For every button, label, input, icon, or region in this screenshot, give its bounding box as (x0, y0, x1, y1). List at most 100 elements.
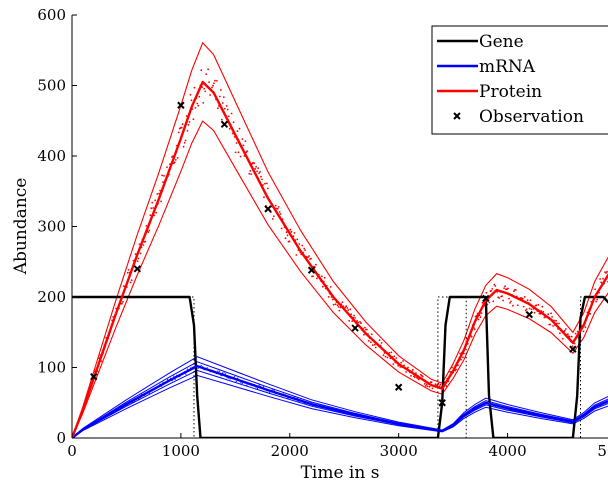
protein-sample-point (512, 304, 514, 307)
protein-sample-point (163, 175, 165, 177)
protein-sample-point (573, 342, 576, 345)
mrna-sample-point (223, 372, 225, 374)
mrna-sample-point (234, 376, 236, 378)
protein-sample-point (332, 303, 335, 306)
protein-sample-point (412, 368, 414, 371)
protein-sample-point (551, 316, 553, 318)
protein-sample-point (277, 206, 280, 208)
protein-sample-point (356, 320, 358, 322)
protein-sample-point (537, 303, 540, 306)
protein-sample-point (320, 275, 323, 277)
protein-sample-point (337, 306, 340, 308)
mrna-sample-point (229, 378, 231, 380)
protein-sample-point (226, 108, 229, 111)
protein-sample-point (349, 308, 352, 311)
protein-sample-point (491, 288, 494, 290)
protein-sample-point (507, 287, 509, 290)
protein-sample-point (605, 272, 607, 274)
protein-sample-point (529, 299, 532, 302)
protein-sample-point (150, 207, 153, 210)
protein-sample-point (501, 295, 503, 297)
protein-sample-point (260, 175, 262, 178)
protein-sample-point (460, 358, 462, 361)
protein-sample-point (126, 271, 129, 274)
mrna-sample-point (240, 382, 242, 384)
y-tick-label: 500 (37, 77, 66, 95)
protein-sample-point (228, 127, 231, 130)
protein-sample-point (237, 151, 240, 154)
protein-sample-point (149, 214, 152, 217)
mrna-sample-point (174, 378, 176, 380)
mrna-sample-point (272, 389, 274, 391)
y-axis-label: Abundance (11, 178, 31, 276)
protein-sample-point (223, 107, 226, 110)
protein-sample-point (366, 328, 368, 331)
protein-sample-point (493, 283, 496, 286)
protein-sample-point (606, 270, 608, 273)
protein-sample-point (521, 297, 524, 300)
protein-sample-point (148, 229, 151, 232)
protein-sample-point (596, 298, 599, 301)
protein-sample-point (288, 240, 291, 243)
protein-sample-point (480, 312, 483, 315)
observation-marker (569, 345, 577, 353)
protein-sample-point (541, 305, 544, 308)
protein-sample-point (285, 231, 288, 234)
protein-sample-point (425, 383, 428, 386)
protein-sample-point (221, 102, 224, 104)
mrna-sample-point (185, 373, 187, 375)
protein-sample-point (327, 296, 330, 298)
protein-sample-point (196, 102, 199, 105)
protein-sample-point (308, 255, 310, 257)
protein-sample-point (315, 263, 317, 266)
protein-sample-point (392, 363, 395, 365)
protein-sample-point (395, 357, 398, 359)
protein-sample-point (477, 318, 480, 321)
protein-sample-point (479, 316, 482, 318)
protein-sample-point (384, 355, 387, 358)
protein-sample-point (220, 118, 223, 121)
protein-sample-point (417, 378, 420, 381)
protein-sample-point (516, 304, 519, 307)
protein-sample-point (211, 86, 213, 89)
protein-sample-point (255, 165, 257, 168)
legend-marker (453, 112, 461, 120)
y-tick-label: 0 (56, 429, 66, 447)
protein-sample-point (242, 144, 245, 147)
protein-sample-point (363, 333, 365, 336)
protein-sample-point (351, 320, 354, 322)
protein-sample-point (594, 288, 597, 291)
protein-sample-point (186, 130, 189, 132)
protein-sample-point (162, 181, 164, 184)
protein-sample-point (189, 93, 192, 96)
protein-sample-point (407, 366, 409, 369)
protein-sample-point (386, 356, 389, 359)
protein-sample-point (296, 238, 299, 241)
protein-sample-point (239, 155, 242, 158)
protein-sample-point (535, 304, 538, 307)
protein-sample-point (136, 260, 139, 263)
protein-sample-point (494, 285, 497, 287)
x-tick-label: 3000 (380, 442, 418, 460)
protein-sample-point (207, 68, 210, 71)
protein-sample-point (293, 232, 296, 234)
mrna-sample-point (263, 386, 265, 388)
protein-sample-point (370, 333, 373, 336)
protein-sample-point (508, 297, 510, 300)
protein-sample-point (485, 291, 488, 294)
protein-sample-point (504, 285, 506, 288)
protein-sample-point (142, 244, 145, 247)
protein-sample-point (382, 354, 385, 356)
protein-sample-point (481, 301, 484, 304)
protein-sample-point (364, 326, 366, 329)
protein-sample-point (410, 375, 412, 377)
protein-sample-point (173, 161, 176, 164)
observation-marker (177, 101, 185, 109)
mrna-sample-point (218, 370, 220, 372)
mrna-sample-point (206, 367, 208, 369)
protein-sample-point (209, 94, 212, 96)
mrna-sample-point (256, 387, 259, 390)
protein-sample-point (528, 307, 531, 310)
protein-sample-point (264, 182, 266, 185)
protein-sample-point (530, 308, 533, 311)
